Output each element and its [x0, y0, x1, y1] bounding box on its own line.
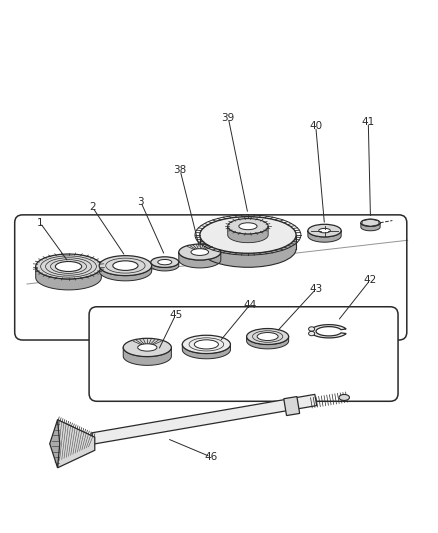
- Ellipse shape: [113, 261, 138, 270]
- Ellipse shape: [157, 260, 171, 265]
- Polygon shape: [150, 262, 178, 271]
- Ellipse shape: [178, 244, 220, 260]
- Ellipse shape: [238, 223, 257, 230]
- Polygon shape: [360, 223, 379, 231]
- Ellipse shape: [138, 344, 156, 351]
- Ellipse shape: [150, 257, 178, 268]
- Polygon shape: [49, 419, 60, 468]
- Text: 38: 38: [173, 165, 186, 175]
- Text: 40: 40: [308, 122, 321, 132]
- Text: 1: 1: [37, 218, 43, 228]
- Ellipse shape: [191, 249, 208, 255]
- Ellipse shape: [182, 335, 230, 353]
- Ellipse shape: [55, 262, 81, 271]
- Ellipse shape: [307, 224, 340, 237]
- Polygon shape: [310, 325, 346, 338]
- Text: 2: 2: [89, 203, 95, 213]
- Text: 41: 41: [361, 117, 374, 127]
- Polygon shape: [57, 419, 95, 468]
- Ellipse shape: [35, 254, 101, 279]
- Ellipse shape: [227, 219, 268, 234]
- Polygon shape: [182, 344, 230, 359]
- Ellipse shape: [199, 217, 295, 253]
- Ellipse shape: [318, 229, 329, 233]
- Polygon shape: [283, 397, 299, 416]
- Ellipse shape: [308, 327, 314, 331]
- Ellipse shape: [194, 340, 218, 349]
- FancyBboxPatch shape: [89, 307, 397, 401]
- Ellipse shape: [99, 256, 151, 276]
- Ellipse shape: [257, 333, 278, 341]
- Polygon shape: [307, 231, 340, 242]
- Text: 39: 39: [221, 112, 234, 123]
- Text: 45: 45: [169, 310, 182, 320]
- Polygon shape: [35, 266, 101, 290]
- Text: 42: 42: [363, 274, 376, 285]
- Ellipse shape: [360, 219, 379, 227]
- Polygon shape: [178, 252, 220, 268]
- Ellipse shape: [246, 328, 288, 344]
- Polygon shape: [123, 348, 171, 365]
- Ellipse shape: [308, 332, 314, 336]
- Text: 44: 44: [243, 300, 256, 310]
- Ellipse shape: [123, 338, 171, 357]
- Ellipse shape: [338, 394, 349, 400]
- Text: 3: 3: [137, 197, 144, 207]
- Polygon shape: [227, 226, 268, 243]
- Polygon shape: [99, 265, 151, 281]
- Polygon shape: [92, 394, 316, 444]
- Polygon shape: [246, 336, 288, 349]
- Text: 46: 46: [204, 452, 217, 462]
- Polygon shape: [199, 235, 295, 267]
- FancyBboxPatch shape: [14, 215, 406, 340]
- Text: 43: 43: [308, 284, 321, 294]
